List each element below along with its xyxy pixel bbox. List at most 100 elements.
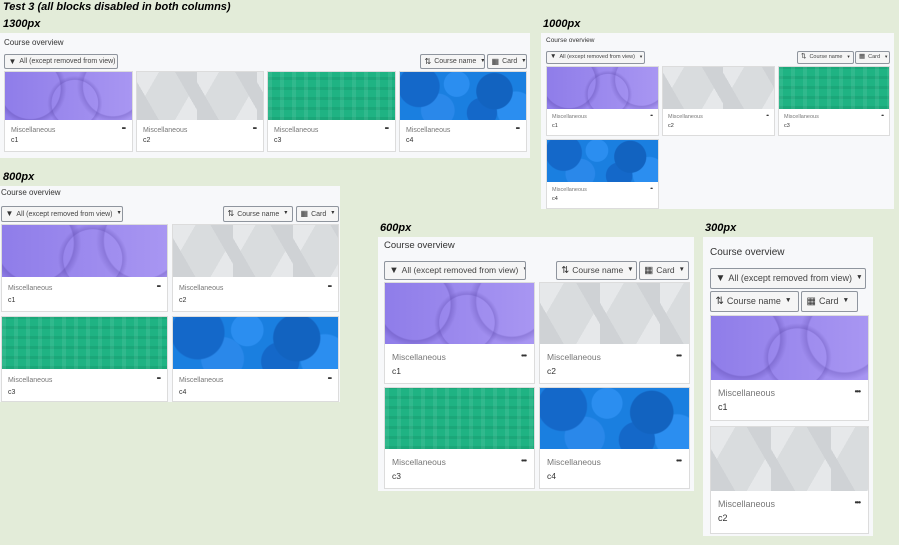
sort-dropdown-button[interactable]: ⇅ Course name ▼: [797, 51, 854, 64]
dropdown-label: Card: [311, 210, 327, 218]
course-menu-icon[interactable]: •••: [650, 186, 653, 191]
course-image[interactable]: [2, 317, 167, 369]
course-card[interactable]: Miscellaneous ••• c1: [384, 282, 535, 384]
course-image[interactable]: [540, 283, 689, 344]
course-image[interactable]: [5, 72, 132, 120]
course-card[interactable]: Miscellaneous ••• c2: [710, 426, 869, 534]
sort-icon: ⇅: [801, 53, 807, 61]
course-name[interactable]: c3: [784, 123, 790, 129]
filter-dropdown-button[interactable]: ▼All (except removed from view)▼: [546, 51, 645, 64]
course-card[interactable]: Miscellaneous ••• c4: [399, 71, 527, 152]
dropdown-label: Card: [818, 296, 839, 306]
course-card[interactable]: Miscellaneous ••• c4: [546, 139, 659, 209]
course-card[interactable]: Miscellaneous ••• c1: [546, 66, 659, 136]
view-dropdown-button[interactable]: ▦ Card ▼: [296, 206, 339, 222]
course-name[interactable]: c1: [552, 123, 558, 129]
dropdown-label: All (except removed from view): [16, 210, 113, 218]
course-image[interactable]: [547, 67, 658, 109]
filter-dropdown-button[interactable]: ▼All (except removed from view)▼: [1, 206, 123, 222]
course-card[interactable]: Miscellaneous ••• c2: [136, 71, 264, 152]
sort-dropdown-button[interactable]: ⇅ Course name ▼: [710, 291, 799, 312]
filter-dropdown-button[interactable]: ▼All (except removed from view)▼: [384, 261, 526, 280]
course-card[interactable]: Miscellaneous ••• c3: [1, 316, 168, 402]
course-card[interactable]: Miscellaneous ••• c3: [267, 71, 396, 152]
course-card[interactable]: Miscellaneous ••• c4: [539, 387, 690, 489]
course-card[interactable]: Miscellaneous ••• c2: [662, 66, 775, 136]
course-name[interactable]: c2: [718, 513, 728, 523]
course-menu-icon[interactable]: •••: [650, 113, 653, 118]
course-menu-icon[interactable]: •••: [327, 376, 332, 382]
grid-icon: ▦: [491, 56, 500, 66]
course-menu-icon[interactable]: •••: [676, 456, 682, 465]
course-image[interactable]: [268, 72, 395, 120]
course-menu-icon[interactable]: •••: [881, 113, 884, 118]
course-image[interactable]: [173, 317, 338, 369]
course-name[interactable]: c2: [179, 297, 187, 304]
filter-dropdown-button[interactable]: ▼All (except removed from view)▼: [4, 54, 118, 69]
course-name[interactable]: c4: [552, 196, 558, 202]
course-category: Miscellaneous: [668, 114, 703, 120]
course-image[interactable]: [540, 388, 689, 449]
sort-dropdown-button[interactable]: ⇅ Course name ▼: [223, 206, 293, 222]
course-image[interactable]: [173, 225, 338, 277]
course-card[interactable]: Miscellaneous ••• c4: [172, 316, 339, 402]
course-name[interactable]: c4: [547, 471, 556, 481]
course-name[interactable]: c4: [179, 389, 187, 396]
course-name[interactable]: c2: [668, 123, 674, 129]
course-category: Miscellaneous: [11, 127, 56, 134]
course-menu-icon[interactable]: •••: [854, 498, 861, 507]
funnel-icon: ▼: [715, 272, 726, 284]
view-dropdown-button[interactable]: ▦ Card ▼: [487, 54, 527, 69]
course-menu-icon[interactable]: •••: [676, 351, 682, 360]
block-title: Course overview: [546, 37, 595, 44]
course-name[interactable]: c1: [8, 297, 16, 304]
course-menu-icon[interactable]: •••: [521, 351, 527, 360]
sort-dropdown-button[interactable]: ⇅ Course name ▼: [420, 54, 485, 69]
course-image[interactable]: [2, 225, 167, 277]
course-menu-icon[interactable]: •••: [156, 376, 161, 382]
course-name[interactable]: c3: [274, 137, 282, 144]
course-menu-icon[interactable]: •••: [854, 387, 861, 396]
course-name[interactable]: c1: [718, 402, 728, 412]
block-title: Course overview: [384, 240, 455, 251]
course-menu-icon[interactable]: •••: [327, 284, 332, 290]
course-name[interactable]: c2: [547, 366, 556, 376]
course-name[interactable]: c1: [392, 366, 401, 376]
course-image[interactable]: [711, 427, 868, 491]
view-dropdown-button[interactable]: ▦ Card ▼: [855, 51, 890, 64]
course-card[interactable]: Miscellaneous ••• c3: [384, 387, 535, 489]
page-title: Test 3 (all blocks disabled in both colu…: [3, 1, 231, 13]
course-category: Miscellaneous: [8, 377, 53, 384]
course-menu-icon[interactable]: •••: [521, 456, 527, 465]
filter-dropdown-button[interactable]: ▼All (except removed from view)▼: [710, 268, 866, 289]
course-menu-icon[interactable]: •••: [156, 284, 161, 290]
course-name[interactable]: c2: [143, 137, 151, 144]
view-dropdown-button[interactable]: ▦ Card ▼: [801, 291, 858, 312]
course-image[interactable]: [385, 283, 534, 344]
course-card[interactable]: Miscellaneous ••• c3: [778, 66, 890, 136]
course-menu-icon[interactable]: •••: [384, 126, 389, 132]
course-menu-icon[interactable]: •••: [121, 126, 126, 132]
course-card[interactable]: Miscellaneous ••• c2: [172, 224, 339, 312]
course-image[interactable]: [400, 72, 526, 120]
course-card[interactable]: Miscellaneous ••• c1: [4, 71, 133, 152]
course-image[interactable]: [779, 67, 889, 109]
course-image[interactable]: [547, 140, 658, 182]
course-name[interactable]: c4: [406, 137, 414, 144]
course-name[interactable]: c3: [8, 389, 16, 396]
course-name[interactable]: c3: [392, 471, 401, 481]
course-image[interactable]: [385, 388, 534, 449]
sort-dropdown-button[interactable]: ⇅ Course name ▼: [556, 261, 637, 280]
course-image[interactable]: [663, 67, 774, 109]
course-menu-icon[interactable]: •••: [515, 126, 520, 132]
course-menu-icon[interactable]: •••: [252, 126, 257, 132]
course-name[interactable]: c1: [11, 137, 19, 144]
course-menu-icon[interactable]: •••: [766, 113, 769, 118]
course-image[interactable]: [137, 72, 263, 120]
view-dropdown-button[interactable]: ▦ Card ▼: [639, 261, 689, 280]
course-image[interactable]: [711, 316, 868, 380]
course-card[interactable]: Miscellaneous ••• c1: [1, 224, 168, 312]
caret-down-icon: ▼: [627, 266, 634, 274]
course-card[interactable]: Miscellaneous ••• c1: [710, 315, 869, 421]
course-card[interactable]: Miscellaneous ••• c2: [539, 282, 690, 384]
